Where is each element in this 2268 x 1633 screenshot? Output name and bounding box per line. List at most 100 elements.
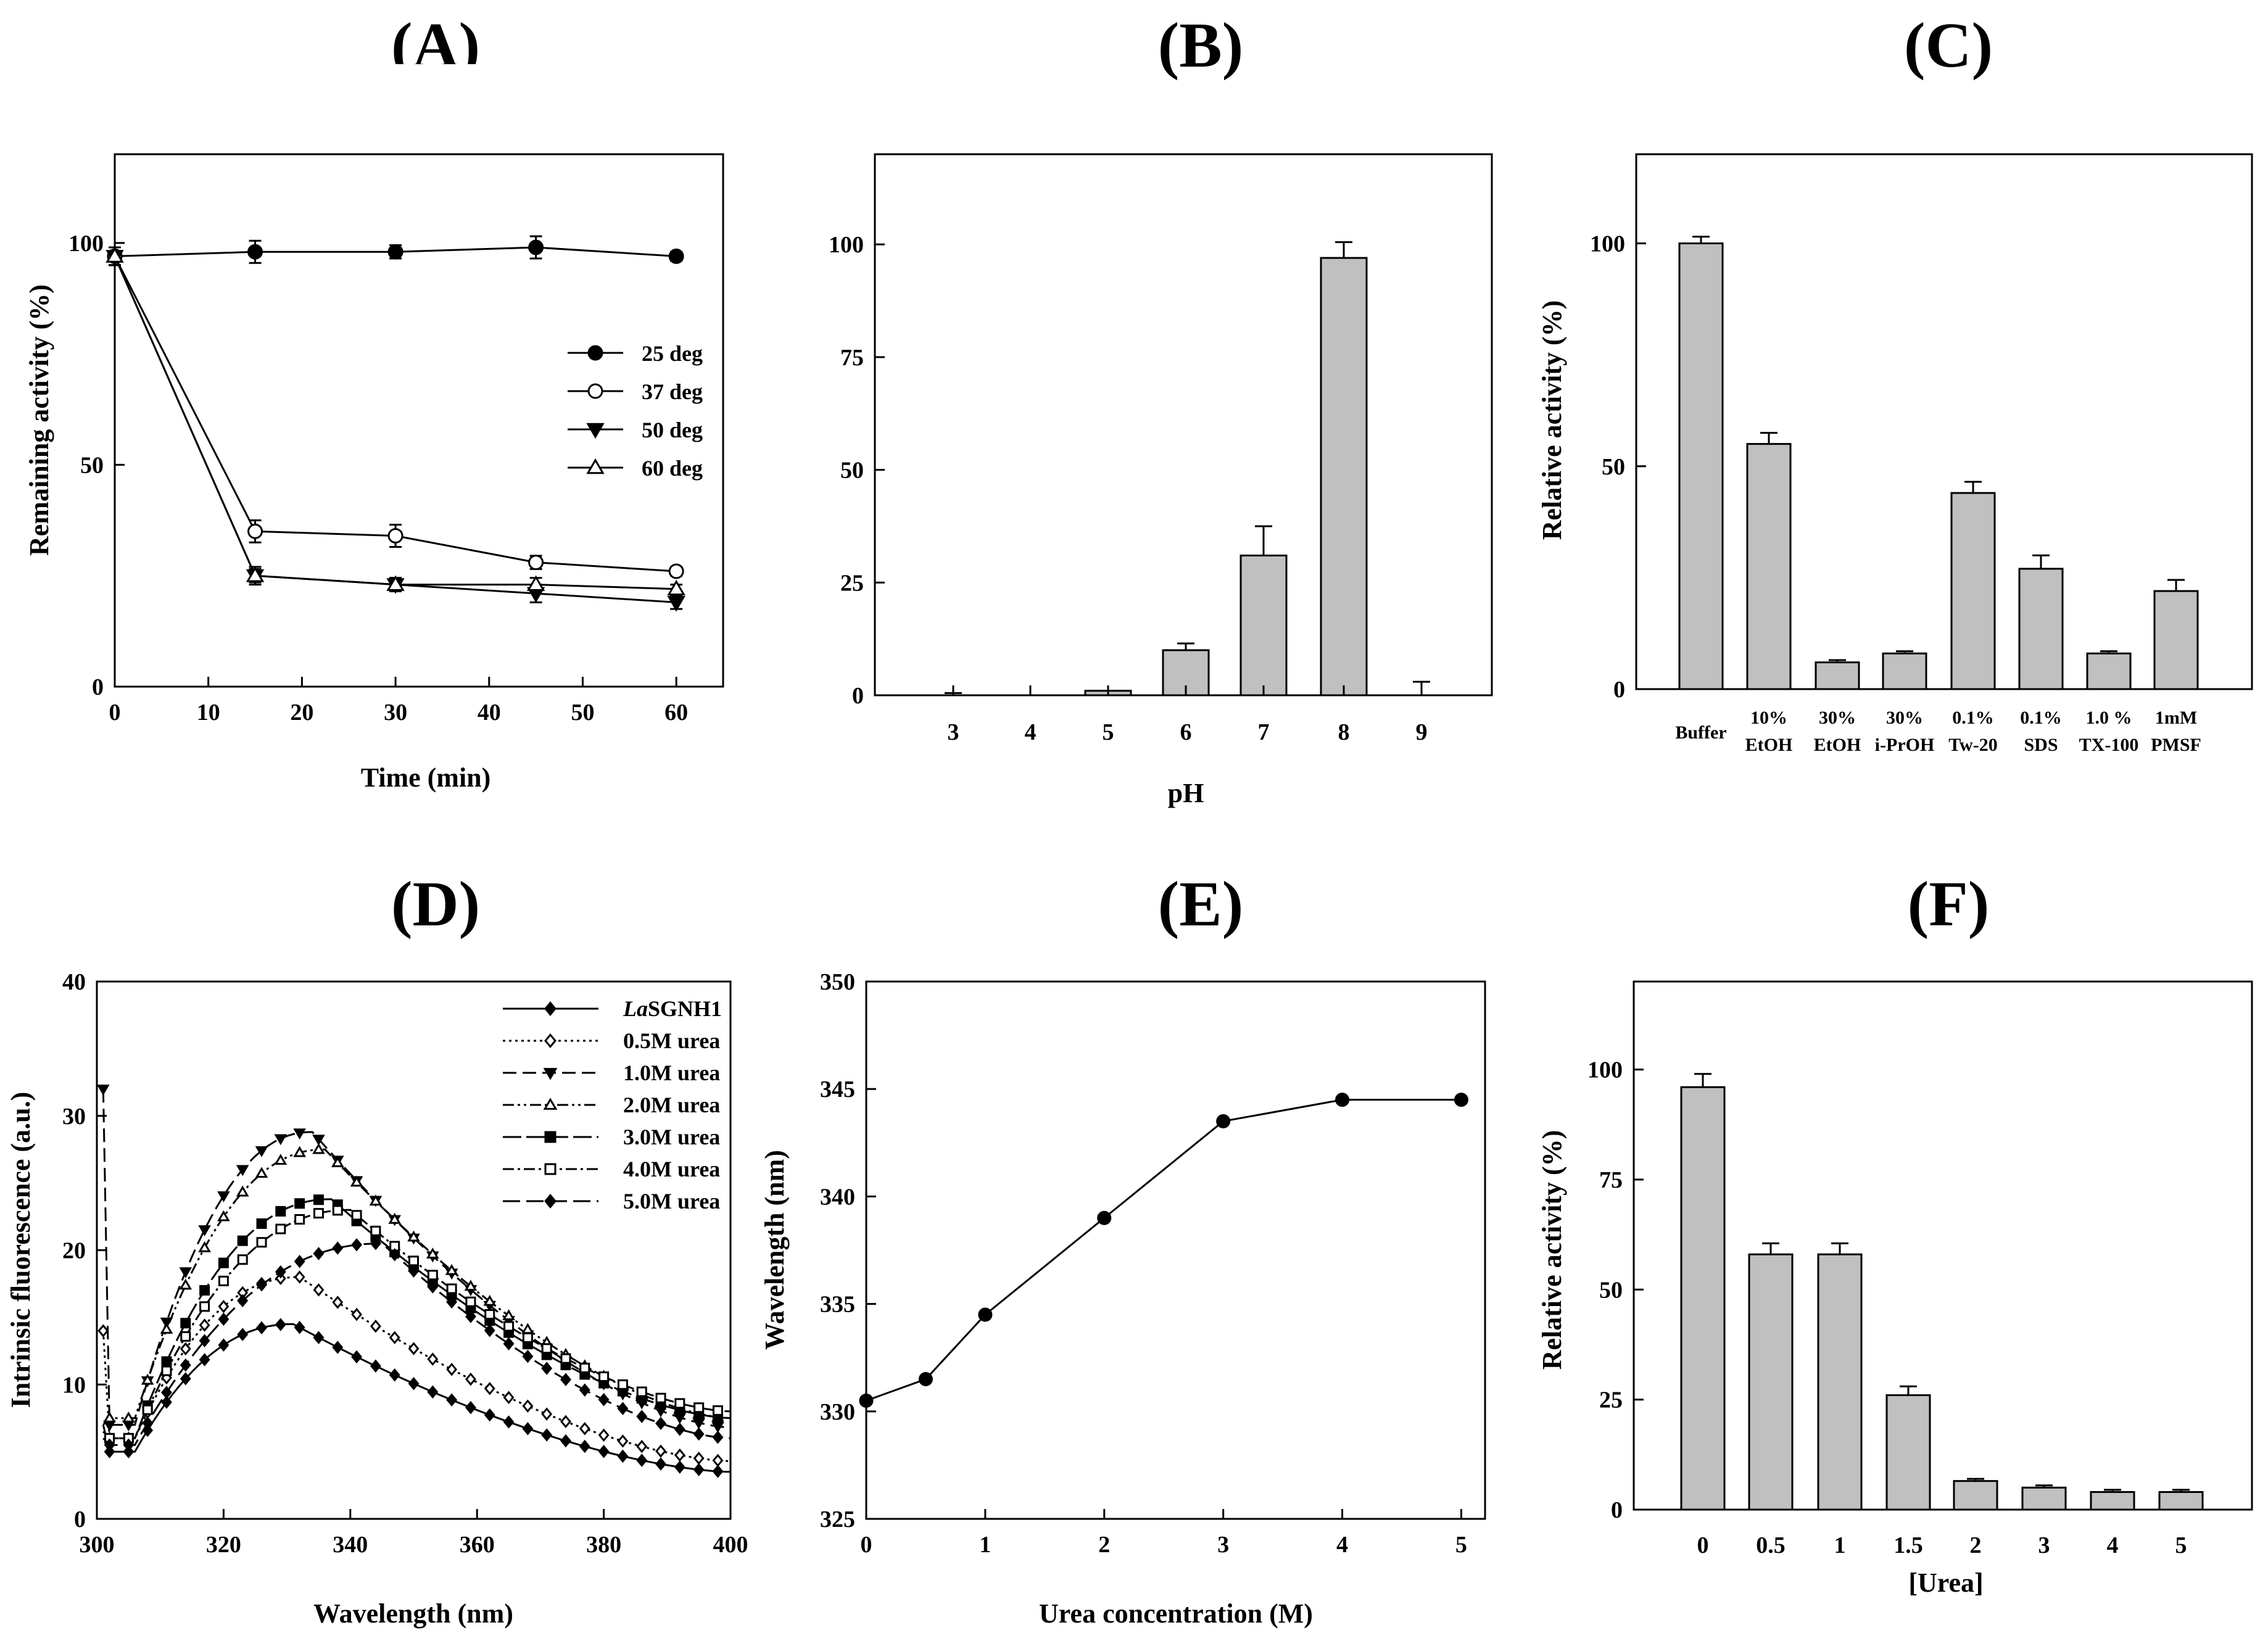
data-point [978, 1307, 993, 1322]
bar [1320, 257, 1368, 697]
data-point [106, 247, 124, 263]
data-point [526, 575, 545, 591]
data-point [387, 244, 404, 260]
x-tick-label: 5 [1455, 1532, 1467, 1558]
x-axis-label: Wavelength (nm) [313, 1598, 513, 1629]
data-point [237, 1254, 248, 1265]
data-point [655, 1392, 666, 1404]
data-point [446, 1283, 457, 1294]
data-point [636, 1453, 648, 1467]
legend-marker [544, 1033, 557, 1048]
category-label: Buffer [1675, 722, 1726, 743]
data-point [294, 1270, 305, 1284]
x-tick-label: 0 [109, 700, 121, 726]
data-point [427, 1280, 439, 1294]
data-point [598, 1445, 610, 1458]
y-tick-label: 50 [1599, 1277, 1623, 1303]
data-point [528, 555, 544, 571]
data-point [161, 1365, 172, 1376]
panel-c: (C) 0 50 100 Relative activity (%) Buffer 10% E… [1537, 10, 2253, 755]
data-point [274, 1134, 288, 1146]
data-point [274, 1154, 288, 1165]
legend-label-italic: La [623, 996, 648, 1021]
data-point [408, 1264, 420, 1278]
legend-label: 5.0M urea [623, 1189, 720, 1213]
y-tick-label: 50 [80, 452, 104, 478]
data-point [351, 1307, 363, 1321]
data-point [465, 1296, 476, 1307]
data-point [636, 1410, 648, 1423]
data-point [236, 1185, 249, 1197]
data-point [598, 1371, 610, 1382]
data-point [522, 1332, 533, 1343]
data-point [387, 527, 404, 544]
data-point [426, 1247, 439, 1259]
data-point [541, 1407, 553, 1421]
y-tick-label: 0 [1611, 1497, 1623, 1523]
data-point [255, 1146, 268, 1157]
legend-label: 60 deg [642, 456, 703, 481]
series-line [866, 1099, 1462, 1402]
data-point [386, 575, 405, 591]
data-point [667, 579, 685, 596]
y-tick-label: 20 [62, 1238, 86, 1264]
x-tick-label: 5 [2175, 1532, 2187, 1558]
data-point [218, 1275, 229, 1286]
legend-marker [587, 383, 603, 399]
legend-marker [586, 423, 605, 439]
data-point [256, 1218, 267, 1229]
legend-label: 1.0M urea [623, 1060, 720, 1085]
data-point [446, 1393, 458, 1407]
data-point [256, 1237, 267, 1248]
data-point [237, 1328, 249, 1341]
data-point [617, 1402, 629, 1415]
data-point [198, 1241, 211, 1252]
data-point [712, 1465, 724, 1478]
data-point [859, 1393, 874, 1408]
data-point [294, 1214, 305, 1225]
data-point [522, 1399, 534, 1413]
data-point [256, 1278, 267, 1292]
bar [1748, 1253, 1794, 1511]
data-point [275, 1223, 286, 1234]
plot-frame [114, 153, 724, 688]
data-point [388, 1212, 401, 1224]
data-point [313, 1194, 324, 1205]
data-point [503, 1321, 515, 1332]
data-point [198, 1225, 211, 1236]
category-label: EtOH [1814, 735, 1861, 755]
data-point [711, 1422, 724, 1433]
x-tick-label: 0 [1697, 1532, 1709, 1558]
legend-label: 37 deg [642, 379, 703, 404]
data-point [217, 1210, 230, 1222]
data-point [247, 523, 263, 539]
y-tick-label: 0 [74, 1507, 86, 1532]
data-point [465, 1372, 476, 1386]
data-point [407, 1230, 420, 1242]
y-axis-label: Relative activity (%) [1537, 1130, 1567, 1370]
data-point [483, 1294, 497, 1306]
category-label: 1.0 % [2086, 708, 2132, 728]
x-tick-label: 20 [290, 700, 313, 726]
category-label: EtOH [1745, 735, 1793, 755]
data-point [351, 1350, 363, 1364]
data-point [275, 1205, 286, 1217]
data-point [667, 596, 685, 612]
data-point [693, 1402, 705, 1413]
data-point [465, 1400, 476, 1415]
data-point [180, 1342, 191, 1356]
legend-label: 3.0M urea [623, 1125, 720, 1149]
data-point [179, 1278, 192, 1290]
data-point [541, 1343, 552, 1354]
plot-frame [1633, 980, 2253, 1511]
data-point [465, 1310, 476, 1323]
data-point [246, 566, 265, 582]
data-point [275, 1265, 286, 1279]
data-point [617, 1379, 628, 1390]
y-tick-label: 330 [820, 1399, 855, 1425]
panel-b: (B) 0 25 50 75 100 3 4 5 6 7 8 9 pH [829, 10, 1493, 808]
category-label: i-PrOH [1875, 735, 1935, 755]
y-tick-label: 75 [840, 345, 864, 371]
data-point [484, 1408, 495, 1422]
data-point [161, 1371, 172, 1385]
